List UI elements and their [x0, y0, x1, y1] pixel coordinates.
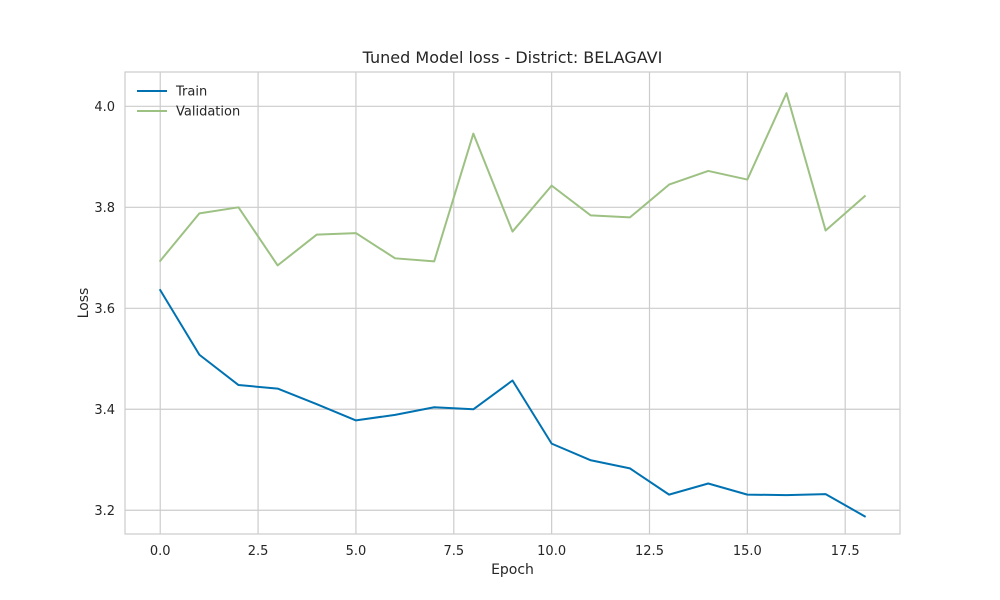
chart-title: Tuned Model loss - District: BELAGAVI [362, 48, 663, 67]
y-tick-label: 3.8 [94, 201, 115, 216]
x-tick-label: 17.5 [831, 544, 860, 559]
y-tick-label: 3.2 [94, 504, 115, 519]
legend-label-train: Train [175, 85, 207, 100]
series-group [158, 92, 867, 518]
grid [125, 72, 900, 534]
legend: Train Validation [137, 85, 240, 120]
y-tick-label: 3.4 [94, 403, 115, 418]
x-tick-label: 7.5 [443, 544, 464, 559]
x-tick-labels: 0.0 2.5 5.0 7.5 10.0 12.5 15.0 17.5 [150, 544, 860, 559]
x-axis-label: Epoch [491, 562, 534, 578]
legend-label-validation: Validation [176, 105, 240, 120]
plot-area [125, 72, 900, 534]
x-tick-label: 5.0 [346, 544, 367, 559]
y-axis-label: Loss [76, 288, 92, 319]
x-tick-label: 0.0 [150, 544, 171, 559]
x-tick-label: 15.0 [733, 544, 762, 559]
series-line-validation [158, 92, 867, 267]
plot-frame [124, 71, 901, 535]
y-tick-label: 3.6 [94, 302, 115, 317]
y-tick-labels: 3.2 3.4 3.6 3.8 4.0 [94, 100, 115, 519]
x-tick-label: 2.5 [248, 544, 269, 559]
x-tick-label: 12.5 [635, 544, 664, 559]
x-tick-label: 10.0 [537, 544, 566, 559]
series-line-train [158, 288, 867, 518]
y-tick-label: 4.0 [94, 100, 115, 115]
